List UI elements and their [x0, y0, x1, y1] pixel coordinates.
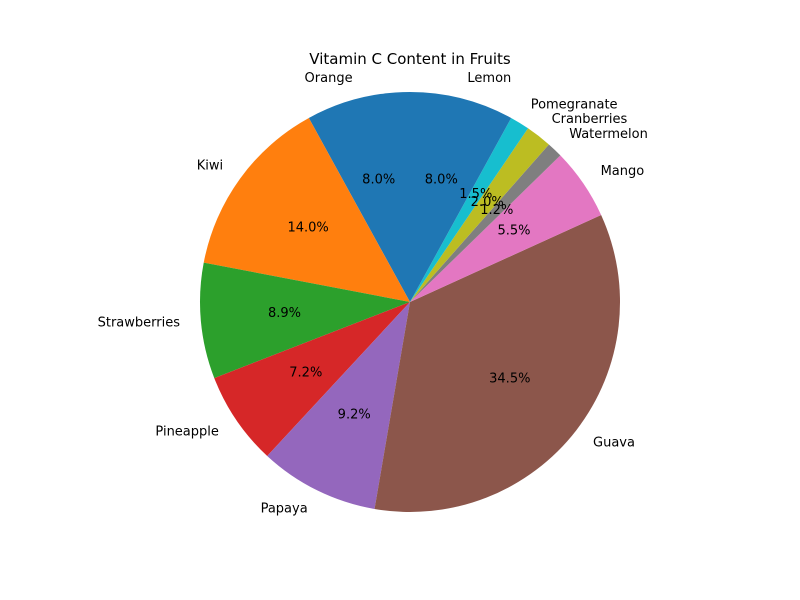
pie-labels: Orange Kiwi Strawberries Pineapple Papaya Gua…: [98, 71, 648, 517]
pie-slice-cranberries: [410, 128, 549, 302]
pie-percent-labels: 8.0% 14.0% 8.9% 7.2% 9.2% 34.5% 5.5% 1.2%2.0%1.…: [268, 173, 531, 423]
slice-percent-mango: 5.5%: [497, 223, 530, 238]
chart-title: Vitamin C Content in Fruits: [309, 50, 511, 68]
slice-label-mango: Mango: [601, 164, 645, 179]
slice-label-papaya: Papaya: [261, 502, 308, 517]
pie-slice-mango: [410, 155, 602, 302]
slice-percent-lemon: 8.0%: [425, 173, 458, 188]
pie-slice-strawberries: [200, 262, 410, 379]
slice-percent-orange: 8.0%: [362, 173, 395, 188]
pie-slice-watermelon: [410, 144, 561, 302]
pie-slice-pineapple: [214, 302, 410, 456]
pie-slice-guava: [374, 214, 621, 513]
slice-label-pomegranate: Pomegranate: [531, 98, 618, 113]
pie-slice-pomegranate: [410, 117, 529, 302]
slice-percent-kiwi: 14.0%: [287, 220, 328, 235]
pie-slice-papaya: [267, 302, 410, 509]
slice-percent-papaya: 9.2%: [338, 408, 371, 423]
slice-label-strawberries: Strawberries: [98, 316, 181, 331]
slice-label-pineapple: Pineapple: [155, 424, 218, 439]
slice-label-lemon: Lemon: [467, 71, 511, 86]
pie-slice-orange: [308, 92, 410, 302]
slice-percent-cranberries: 2.0%: [471, 195, 504, 210]
slice-percent-guava: 34.5%: [489, 371, 530, 386]
pie-slice-kiwi: [203, 117, 410, 302]
slice-percent-strawberries: 8.9%: [268, 306, 301, 321]
pie-slice-lemon: [410, 92, 512, 302]
slice-percent-pineapple: 7.2%: [289, 365, 322, 380]
slice-label-watermelon: Watermelon: [569, 127, 648, 142]
slice-percent-pomegranate: 1.5%: [459, 187, 492, 202]
slice-label-kiwi: Kiwi: [197, 159, 223, 174]
slice-label-cranberries: Cranberries: [552, 112, 628, 127]
slice-label-guava: Guava: [593, 436, 635, 451]
slice-percent-watermelon: 1.2%: [480, 203, 513, 218]
slice-label-orange: Orange: [305, 71, 353, 86]
pie-slices: [200, 92, 621, 513]
